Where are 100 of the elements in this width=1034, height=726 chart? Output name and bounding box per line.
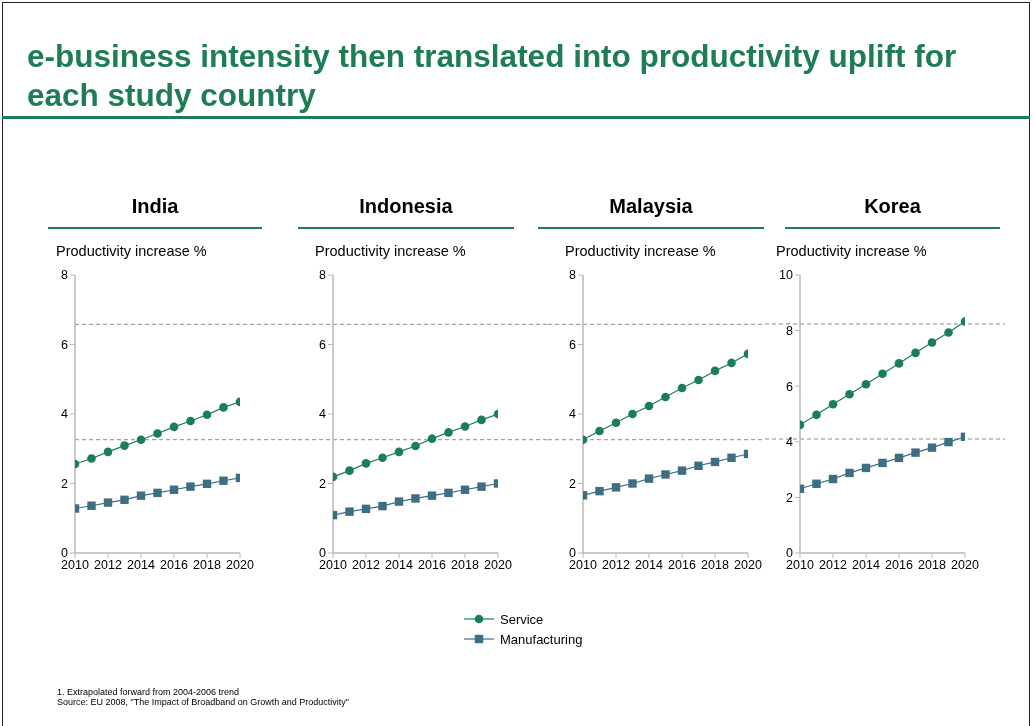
y-tick-label: 2 (569, 476, 577, 491)
x-tick-label: 2014 (385, 557, 413, 572)
point (444, 428, 453, 437)
point (595, 426, 604, 436)
point (444, 488, 453, 498)
point (927, 338, 937, 347)
point (103, 498, 113, 507)
point (361, 504, 371, 514)
point (153, 488, 162, 498)
point (710, 366, 720, 376)
y-tick-label: 8 (569, 268, 577, 283)
point (411, 494, 420, 503)
point (894, 359, 904, 368)
x-tick-label: 2016 (885, 557, 913, 572)
point (378, 501, 387, 511)
y-tick-label: 4 (319, 407, 327, 422)
point (812, 410, 821, 420)
point (644, 401, 654, 411)
x-tick-label: 2020 (226, 557, 254, 572)
point (644, 474, 654, 483)
x-tick-label: 2016 (160, 557, 188, 572)
point (427, 434, 437, 443)
x-tick-label: 2020 (734, 557, 762, 572)
point (878, 458, 887, 468)
y-tick-label: 6 (569, 337, 577, 352)
point (169, 485, 179, 494)
x-tick-label: 2018 (193, 557, 221, 572)
point (345, 507, 354, 516)
y-tick-label: 4 (569, 407, 577, 422)
point (710, 457, 720, 467)
y-axis-title: Productivity increase % (565, 243, 716, 260)
point (460, 422, 470, 431)
legend-label: Service (500, 611, 544, 627)
point (394, 447, 404, 457)
point (186, 482, 195, 491)
point (661, 392, 670, 402)
y-tick-label: 6 (786, 379, 794, 394)
y-axis-title: Productivity increase % (776, 243, 927, 260)
point (202, 479, 212, 489)
point (628, 409, 637, 419)
y-tick-label: 8 (61, 268, 69, 283)
y-tick-label: 8 (319, 268, 327, 283)
x-tick-label: 2018 (701, 557, 729, 572)
point (136, 491, 146, 500)
text: 1. Extrapolated forward from 2004-2006 trend (57, 687, 241, 697)
point (202, 410, 212, 419)
point (595, 486, 604, 496)
point (87, 454, 96, 463)
point (460, 485, 470, 494)
point (861, 379, 871, 389)
point (944, 437, 953, 447)
point (694, 375, 703, 385)
y-axis-title: Productivity increase % (315, 243, 466, 260)
point (394, 497, 404, 506)
y-tick-label: 6 (61, 337, 69, 352)
point (628, 479, 637, 488)
y-tick-label: 8 (786, 324, 794, 339)
point (169, 422, 179, 432)
x-tick-label: 2014 (852, 557, 880, 572)
point (927, 443, 937, 452)
point (727, 358, 736, 368)
x-tick-label: 2014 (635, 557, 663, 572)
point (219, 403, 228, 412)
point (661, 470, 670, 479)
point (186, 416, 195, 426)
point (120, 495, 129, 505)
x-tick-label: 2016 (668, 557, 696, 572)
point (944, 328, 953, 337)
x-tick-label: 2012 (819, 557, 847, 572)
point (611, 418, 621, 427)
point (878, 369, 887, 378)
x-tick-label: 2014 (127, 557, 155, 572)
point (345, 466, 354, 475)
point (812, 479, 821, 488)
point (120, 441, 129, 450)
legend-label: Manufacturing (500, 631, 583, 647)
chart-title: Indonesia (358, 194, 454, 218)
point (828, 474, 838, 484)
point (911, 448, 920, 457)
y-tick-label: 2 (786, 490, 794, 505)
point (828, 399, 838, 409)
y-tick-label: 4 (61, 407, 69, 422)
point (136, 435, 146, 445)
point (845, 468, 854, 478)
x-tick-label: 2018 (451, 557, 479, 572)
x-tick-label: 2012 (94, 557, 122, 572)
point (103, 447, 113, 457)
chart-title: Korea (863, 194, 922, 218)
text: e-business intensity then translated into productivity uplift for each study country (27, 37, 958, 115)
x-tick-label: 2018 (918, 557, 946, 572)
point (911, 348, 920, 358)
point (677, 466, 687, 475)
point (427, 491, 437, 500)
chart-title: Malaysia (608, 194, 694, 218)
point (477, 482, 486, 491)
source-note: Source: EU 2008, "The Impact of Broadband on Growth and Productivity" (57, 697, 350, 707)
point (894, 453, 904, 463)
x-tick-label: 2020 (484, 557, 512, 572)
y-tick-label: 10 (779, 268, 794, 283)
x-tick-label: 2020 (951, 557, 979, 572)
